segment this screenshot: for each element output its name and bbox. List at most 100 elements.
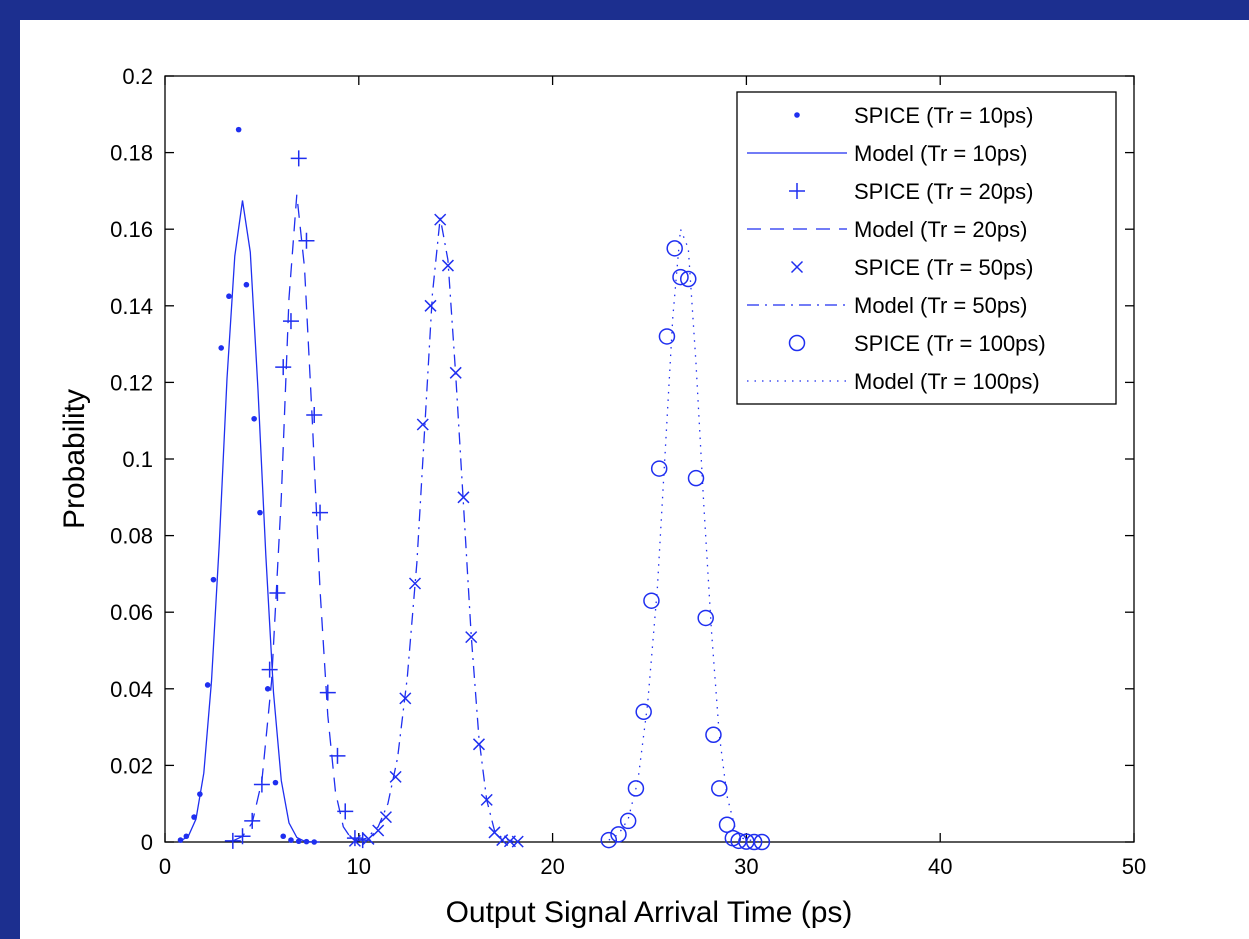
series-5	[354, 217, 514, 843]
data-point	[627, 780, 645, 797]
legend-entry-label: SPICE (Tr = 20ps)	[854, 179, 1034, 204]
series-line	[180, 200, 320, 843]
window-border-left	[0, 0, 20, 939]
y-tick-label: 0.18	[110, 141, 153, 166]
data-point	[295, 838, 302, 845]
legend-entry-label: Model (Tr = 100ps)	[854, 369, 1040, 394]
data-point	[257, 509, 263, 516]
legend-entry-label: Model (Tr = 10ps)	[854, 141, 1027, 166]
data-point	[204, 682, 211, 688]
x-tick-label: 0	[159, 854, 171, 879]
data-point	[472, 738, 485, 751]
legend-entry-label: Model (Tr = 20ps)	[854, 217, 1027, 242]
y-axis-label: Probability	[58, 389, 91, 529]
data-point	[643, 592, 660, 609]
data-point	[379, 811, 392, 824]
legend-marker-sample	[789, 183, 805, 199]
x-tick-label: 40	[928, 854, 952, 879]
legend-entry-label: SPICE (Tr = 10ps)	[854, 103, 1034, 128]
data-point	[635, 703, 652, 721]
y-tick-label: 0.16	[110, 217, 153, 242]
data-point	[610, 826, 627, 843]
data-point	[272, 779, 279, 786]
data-point	[264, 686, 271, 692]
x-tick-label: 50	[1122, 854, 1146, 879]
data-point	[465, 631, 478, 644]
legend: SPICE (Tr = 10ps) Model (Tr = 10ps) SPICE …	[736, 91, 1117, 405]
data-point	[658, 328, 676, 345]
x-tick-label: 30	[734, 854, 758, 879]
data-point	[389, 770, 402, 783]
data-point	[218, 345, 225, 351]
data-point	[235, 126, 242, 133]
data-point	[441, 259, 454, 272]
data-point	[312, 504, 329, 521]
x-axis-label: Output Signal Arrival Time (ps)	[446, 896, 853, 929]
data-point	[362, 832, 375, 845]
data-point	[457, 491, 470, 504]
window-border-top	[0, 0, 1249, 20]
data-point	[753, 833, 771, 851]
series-7	[608, 228, 762, 843]
data-point	[718, 816, 736, 834]
data-point	[408, 577, 422, 590]
legend-entry-label: Model (Tr = 50ps)	[854, 293, 1027, 318]
data-point	[511, 835, 524, 848]
data-point	[619, 812, 637, 830]
data-point	[434, 213, 447, 226]
data-point	[650, 460, 668, 477]
data-point	[672, 268, 689, 286]
data-point	[705, 726, 722, 744]
y-tick-label: 0.1	[122, 447, 153, 472]
legend-marker-sample	[788, 334, 806, 352]
data-point	[280, 833, 287, 840]
data-point	[697, 609, 714, 627]
legend-box	[736, 91, 1117, 405]
data-point	[226, 293, 232, 300]
series-line	[232, 194, 360, 842]
data-point	[680, 270, 697, 288]
series-3	[232, 194, 360, 842]
data-point	[372, 824, 385, 837]
series-6	[600, 240, 771, 851]
data-point	[346, 830, 363, 847]
data-point	[306, 406, 323, 423]
x-tick-label: 20	[540, 854, 564, 879]
data-point	[600, 831, 618, 849]
series-line	[608, 228, 762, 843]
data-point	[687, 469, 705, 487]
data-point	[210, 576, 217, 583]
data-point	[666, 240, 683, 257]
data-point	[424, 299, 437, 312]
data-point	[243, 281, 250, 288]
x-tick-label: 10	[347, 854, 371, 879]
series-layer	[177, 126, 771, 851]
y-tick-label: 0.06	[110, 600, 153, 625]
data-point	[282, 313, 299, 330]
legend-entry-label: SPICE (Tr = 50ps)	[854, 255, 1034, 280]
legend-marker-sample	[794, 112, 800, 118]
y-tick-label: 0.12	[110, 370, 153, 395]
data-point	[319, 684, 336, 701]
axis-ticks: 0 10 20 30 40 50 0 0.02 0.04 0.06 0.08 0.1 0.12 0.14 0…	[110, 64, 1146, 879]
data-point	[261, 661, 278, 678]
data-point	[290, 150, 307, 167]
legend-marker-sample	[790, 260, 804, 274]
y-tick-label: 0	[141, 830, 153, 855]
data-point	[251, 415, 257, 422]
y-tick-label: 0.02	[110, 753, 153, 778]
data-point	[288, 837, 294, 843]
data-point	[177, 837, 184, 843]
y-tick-label: 0.08	[110, 524, 153, 549]
data-point	[711, 780, 728, 797]
y-tick-label: 0.04	[110, 677, 153, 702]
data-point	[745, 833, 763, 851]
y-tick-label: 0.14	[110, 294, 153, 319]
data-point	[275, 359, 292, 376]
data-point	[416, 418, 429, 431]
series-1	[180, 200, 320, 843]
series-line	[354, 217, 514, 843]
legend-entry-label: SPICE (Tr = 100ps)	[854, 331, 1046, 356]
